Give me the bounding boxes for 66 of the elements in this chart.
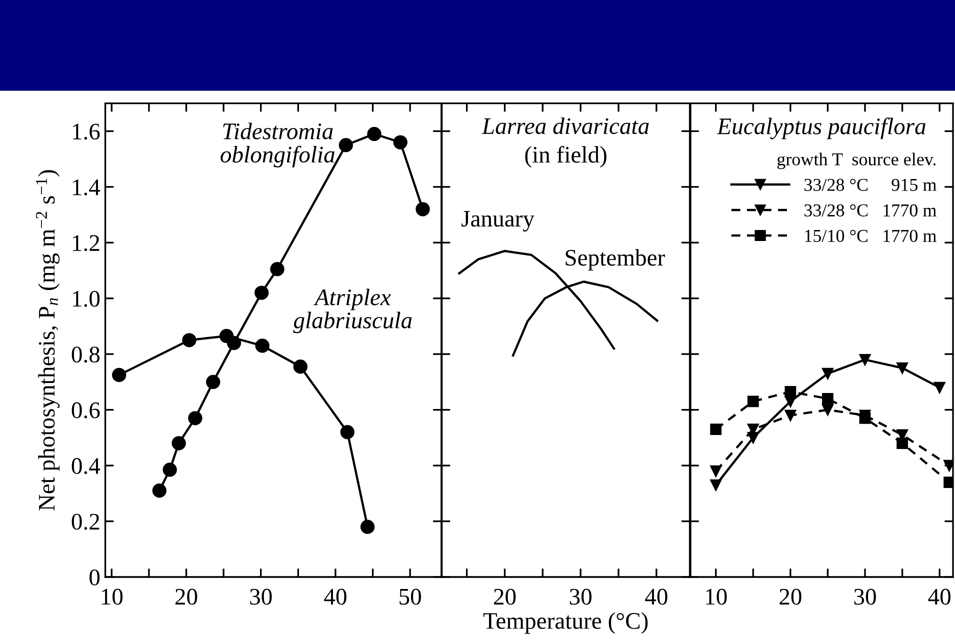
point — [416, 202, 430, 216]
point — [338, 138, 353, 152]
y-tick-label: 0 — [90, 569, 100, 586]
y-tick-label: 1.4 — [73, 180, 100, 196]
x-tick-label: 30 — [570, 588, 592, 605]
point — [747, 396, 759, 408]
point — [859, 412, 871, 424]
x-tick-label: 10 — [102, 588, 123, 605]
point — [188, 411, 202, 426]
point — [172, 436, 186, 450]
text: Eucalyptus pauciflora — [716, 118, 926, 140]
y-tick-label: 0.6 — [72, 402, 100, 418]
point — [822, 368, 834, 380]
y-tick-label: 0.2 — [72, 514, 100, 530]
x-tick-label: 10 — [706, 588, 727, 605]
y-tick-label: 1.0 — [73, 290, 100, 307]
legend-label: 15/10 °C 1770 m — [805, 230, 936, 242]
point — [206, 374, 220, 390]
point — [162, 462, 177, 477]
legend-label: September — [566, 249, 665, 271]
point — [710, 479, 722, 491]
point — [393, 135, 408, 150]
point — [254, 286, 269, 300]
point — [340, 425, 354, 440]
x-tick-label: 30 — [854, 588, 876, 605]
point — [293, 360, 308, 374]
point — [182, 333, 196, 348]
x-tick-label: 20 — [780, 588, 802, 605]
text: (in field) — [525, 146, 606, 168]
legend-label: 33/28 °C 915 m — [804, 178, 936, 191]
legend-label: 33/28 °C 1770 m — [804, 204, 936, 216]
x-tick-label: 30 — [250, 588, 272, 605]
point — [784, 386, 796, 398]
x-tick-label: 50 — [400, 588, 421, 605]
point — [219, 328, 234, 344]
point — [710, 424, 722, 436]
y-tick-label: 0.4 — [72, 458, 100, 474]
y-tick-label: 0.8 — [72, 346, 100, 363]
x-axis-title: Temperature (°C) — [483, 612, 648, 634]
legend-label: Atriplex glabriuscula — [293, 288, 412, 334]
y-tick-label: 1.6 — [73, 124, 100, 140]
point — [896, 438, 908, 449]
point — [784, 410, 796, 422]
point — [270, 262, 284, 276]
point — [896, 362, 908, 374]
x-tick-label: 40 — [645, 588, 668, 605]
series-label: Tidestromia oblongifolia — [220, 122, 334, 168]
series-label: January — [462, 210, 534, 232]
x-tick-label: 20 — [494, 588, 516, 605]
point — [360, 520, 375, 534]
point — [934, 382, 946, 394]
x-tick-label: 20 — [175, 588, 198, 605]
point — [112, 368, 126, 382]
y-tick-label: 1.2 — [73, 235, 100, 252]
point — [367, 126, 382, 142]
point — [822, 404, 834, 416]
x-tick-label: 40 — [928, 588, 950, 605]
chart-title: Larrea divaricata — [482, 118, 649, 134]
point — [859, 354, 871, 366]
y-axis-title: Net photosynthesis, P$_{n}$ (mg m$^{−2}$ s$^{−1}$) — [36, 170, 60, 511]
point — [255, 338, 270, 353]
legend-title: growth T source elev. — [777, 152, 936, 170]
point — [152, 484, 166, 498]
point — [822, 392, 834, 404]
point — [710, 465, 722, 477]
x-tick-label: 40 — [324, 588, 346, 605]
